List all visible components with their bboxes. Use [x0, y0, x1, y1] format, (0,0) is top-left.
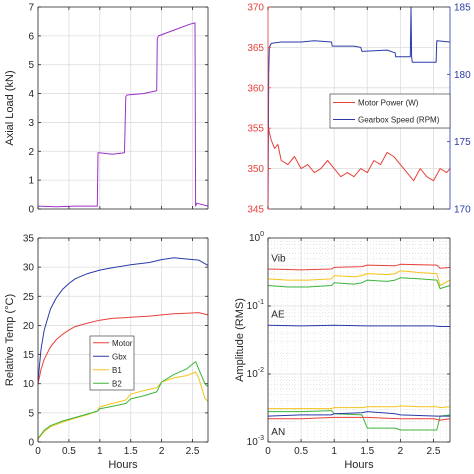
y-tick-label-exponent: -1: [258, 299, 264, 306]
x-tick-label: 1.5: [124, 446, 138, 457]
annotation-label: AN: [271, 427, 285, 438]
y-tick-label: 5: [28, 60, 34, 71]
y-tick-label: 100: [249, 231, 264, 244]
y-tick-label: 5: [28, 408, 34, 419]
series-line-amplitude-0: [267, 263, 451, 271]
y-tick-label: 345: [247, 205, 264, 216]
legend-box: [329, 93, 451, 129]
chart-temp: 0 0.5 1 1.5 2 2.5 0 5 10 15 20 25 30 35 Hours Relative …: [4, 234, 209, 471]
chart-axial: 0 1 2 3 4 5 6 7 Axial Load (kN): [4, 3, 209, 216]
x-tick-label: 0.5: [62, 446, 76, 457]
y-tick-label-exponent: -2: [258, 367, 264, 374]
series-line-amplitude-3: [267, 324, 450, 327]
y-axis-label: Relative Temp (°C): [4, 294, 16, 386]
legend-label: B2: [112, 379, 122, 388]
x-tick-label: 2.5: [427, 446, 441, 457]
series-line-amplitude-4: [268, 405, 451, 410]
series-line-power-1: [267, 6, 451, 210]
y-axis-label: Amplitude (RMS): [234, 298, 246, 382]
x-tick-label: 1.5: [360, 446, 374, 457]
y-tick-label: 0: [28, 205, 34, 216]
x-tick-label: 1: [97, 446, 103, 457]
x-tick-label: 2: [159, 446, 165, 457]
y-tick-label: 10: [23, 379, 35, 390]
x-axis-label: Hours: [108, 459, 138, 471]
series-line-amplitude-2: [267, 277, 451, 290]
x-tick-label: 2.5: [186, 446, 200, 457]
y-tick-label: 2: [28, 147, 34, 158]
y-tick-label: 0: [28, 438, 34, 449]
y-tick-label: 30: [23, 263, 35, 274]
y-tick-label: 365: [247, 43, 264, 54]
legend-label: Motor Power (W): [358, 99, 419, 108]
y-tick-label: 3: [28, 118, 34, 129]
y-tick-label: 7: [28, 3, 34, 14]
x-axis-label: Hours: [344, 459, 374, 471]
legend-label: Motor: [112, 339, 133, 348]
y-tick-label: 25: [23, 292, 35, 303]
y-tick-label: 350: [247, 164, 264, 175]
series-line-amplitude-6: [268, 416, 451, 421]
legend-box: [89, 335, 135, 391]
y-tick-label-right: 170: [454, 205, 471, 216]
series-line-axial-0: [37, 22, 209, 208]
legend-label: B1: [112, 366, 122, 375]
legend: Motor Power (W) Gearbox Speed (RPM): [329, 93, 451, 129]
x-tick-label: 0: [35, 446, 41, 457]
series-line-temp-2: [37, 371, 209, 440]
y-tick-label: 355: [247, 124, 264, 135]
legend: Motor Gbx B1 B2: [89, 335, 135, 391]
annotation-label: AE: [271, 309, 285, 320]
x-tick-label: 0.5: [294, 446, 308, 457]
y-tick-label: 360: [247, 83, 264, 94]
series-line-temp-0: [37, 312, 209, 384]
y-tick-label-base: 10: [247, 437, 259, 448]
y-tick-label-right: 185: [454, 3, 471, 14]
legend-label: Gbx: [112, 352, 127, 361]
legend-label: Gearbox Speed (RPM): [358, 116, 440, 125]
series-line-amplitude-5: [268, 410, 451, 431]
x-tick-label: 0: [265, 446, 271, 457]
chart-amplitude: 0 0.5 1 1.5 2 2.510-310-210-1100HoursAmplitud…: [234, 231, 451, 471]
y-tick-label: 15: [23, 350, 35, 361]
y-tick-label: 10-3: [247, 435, 264, 448]
y-tick-label-right: 175: [454, 137, 471, 148]
y-tick-label: 35: [23, 234, 35, 245]
y-axis-label: Axial Load (kN): [4, 70, 16, 145]
series-line-power-0: [267, 124, 451, 182]
y-tick-label-base: 10: [247, 369, 259, 380]
y-tick-label: 10-1: [247, 299, 264, 312]
y-tick-label-right: 180: [454, 70, 471, 81]
x-tick-label: 2: [398, 446, 404, 457]
y-tick-label: 20: [23, 321, 35, 332]
y-tick-label: 6: [28, 31, 34, 42]
y-tick-label: 4: [28, 89, 34, 100]
y-tick-label-exponent: -3: [258, 435, 264, 442]
plot-area: [38, 7, 208, 209]
y-tick-label: 1: [28, 176, 34, 187]
chart-power: 345 350 355 360 365 370 170 175 180 185 Motor Powe…: [247, 3, 471, 216]
x-tick-label: 1: [331, 446, 337, 457]
annotation-label: Vib: [271, 253, 286, 264]
series-line-amplitude-7: [267, 411, 450, 417]
series-line-temp-1: [37, 257, 209, 381]
y-tick-label: 10-2: [247, 367, 264, 380]
series-line-temp-3: [37, 361, 209, 439]
series-line-amplitude-1: [267, 270, 451, 286]
y-tick-label: 370: [247, 3, 264, 14]
y-tick-label-base: 10: [247, 301, 259, 312]
y-tick-label-exponent: 0: [260, 231, 264, 238]
y-tick-label-base: 10: [249, 233, 261, 244]
